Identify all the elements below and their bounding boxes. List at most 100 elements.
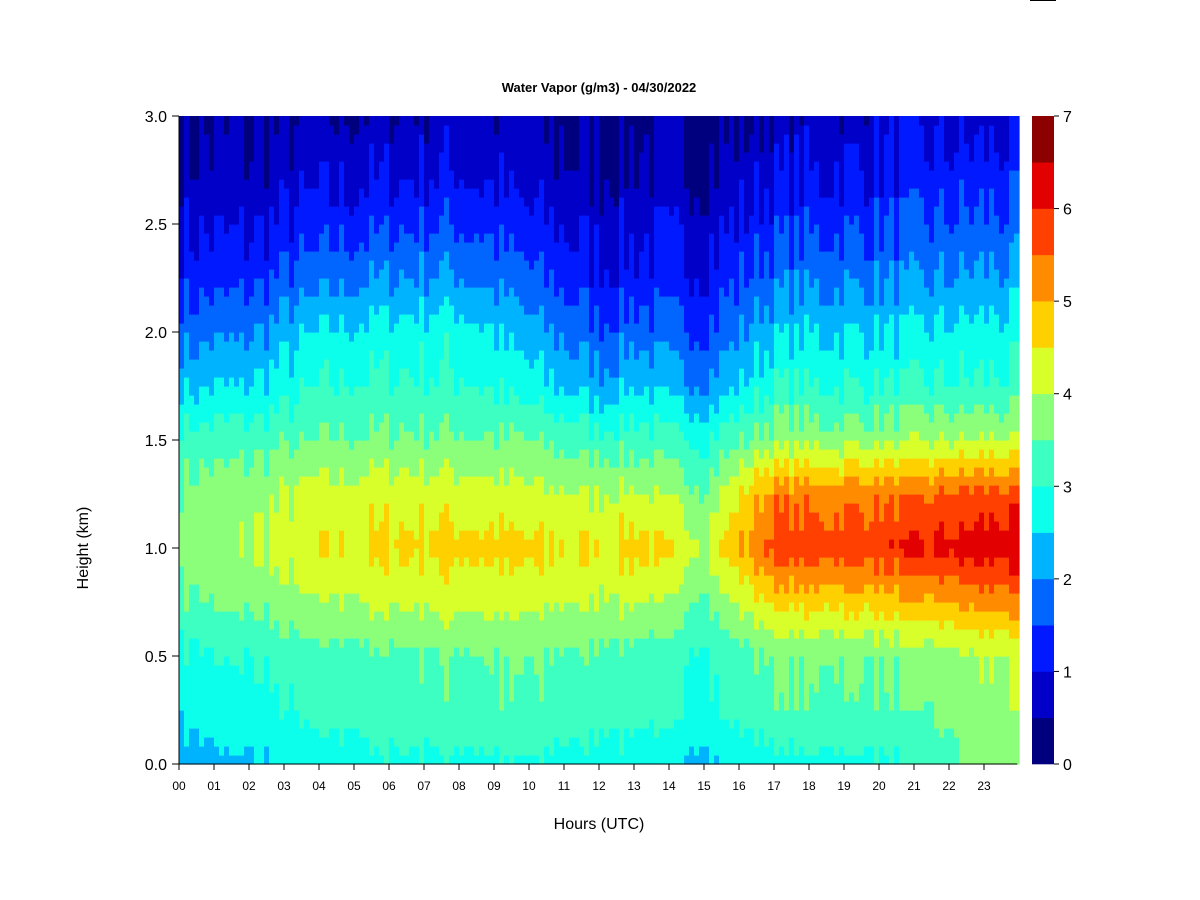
heatmap-cell [414,233,420,243]
heatmap-cell [259,287,265,297]
heatmap-cell [479,206,485,216]
heatmap-cell [329,413,335,423]
heatmap-cell [234,260,240,270]
heatmap-cell [204,413,210,423]
heatmap-cell [209,395,215,405]
heatmap-cell [244,575,250,585]
heatmap-cell [469,143,475,153]
heatmap-cell [259,593,265,603]
heatmap-cell [269,413,275,423]
heatmap-cell [179,125,185,135]
heatmap-cell [489,656,495,666]
heatmap-cell [499,458,505,468]
heatmap-cell [479,674,485,684]
heatmap-cell [519,665,525,675]
heatmap-cell [244,521,250,531]
heatmap-cell [459,152,465,162]
heatmap-cell [199,368,205,378]
heatmap-cell [459,584,465,594]
heatmap-cell [439,629,445,639]
heatmap-cell [509,467,515,477]
heatmap-cell [269,341,275,351]
heatmap-cell [409,476,415,486]
heatmap-cell [259,719,265,729]
heatmap-cell [229,260,235,270]
heatmap-cell [249,386,255,396]
heatmap-cell [404,593,410,603]
heatmap-cell [244,152,250,162]
heatmap-cell [399,548,405,558]
heatmap-cell [399,359,405,369]
heatmap-cell [274,161,280,171]
heatmap-cell [179,188,185,198]
heatmap-cell [284,467,290,477]
heatmap-cell [514,233,520,243]
heatmap-cell [234,224,240,234]
heatmap-cell [509,206,515,216]
heatmap-cell [219,125,225,135]
heatmap-cell [419,719,425,729]
heatmap-cell [434,278,440,288]
heatmap-cell [409,134,415,144]
heatmap-cell [519,656,525,666]
heatmap-cell [339,620,345,630]
heatmap-cell [249,161,255,171]
heatmap-cell [409,557,415,567]
heatmap-cell [464,449,470,459]
heatmap-cell [504,233,510,243]
heatmap-cell [269,224,275,234]
heatmap-cell [224,431,230,441]
heatmap-cell [234,350,240,360]
heatmap-cell [524,674,530,684]
heatmap-cell [464,701,470,711]
heatmap-cell [314,548,320,558]
heatmap-cell [454,620,460,630]
heatmap-cell [329,485,335,495]
heatmap-cell [264,413,270,423]
heatmap-cell [234,593,240,603]
heatmap-cell [339,665,345,675]
heatmap-cell [484,611,490,621]
heatmap-cell [444,656,450,666]
heatmap-cell [359,332,365,342]
heatmap-cell [394,692,400,702]
heatmap-cell [314,539,320,549]
heatmap-cell [514,701,520,711]
heatmap-cell [404,116,410,126]
heatmap-cell [184,278,190,288]
heatmap-cell [424,395,430,405]
heatmap-cell [499,368,505,378]
heatmap-cell [424,710,430,720]
heatmap-cell [429,251,435,261]
heatmap-cell [349,143,355,153]
heatmap-cell [369,314,375,324]
heatmap-cell [204,656,210,666]
heatmap-cell [479,233,485,243]
heatmap-cell [239,647,245,657]
heatmap-cell [239,251,245,261]
heatmap-cell [449,260,455,270]
heatmap-cell [359,620,365,630]
heatmap-cell [234,161,240,171]
heatmap-cell [189,332,195,342]
heatmap-cell [519,350,525,360]
heatmap-cell [214,647,220,657]
heatmap-cell [279,683,285,693]
heatmap-cell [194,314,200,324]
heatmap-cell [259,647,265,657]
heatmap-cell [264,701,270,711]
heatmap-cell [424,296,430,306]
heatmap-cell [504,737,510,747]
heatmap-cell [344,755,350,765]
heatmap-cell [424,188,430,198]
heatmap-cell [354,233,360,243]
heatmap-cell [434,548,440,558]
heatmap-cell [309,467,315,477]
heatmap-cell [339,305,345,315]
heatmap-cell [359,287,365,297]
heatmap-cell [209,377,215,387]
heatmap-cell [219,494,225,504]
heatmap-cell [294,287,300,297]
heatmap-cell [449,341,455,351]
heatmap-cell [514,620,520,630]
